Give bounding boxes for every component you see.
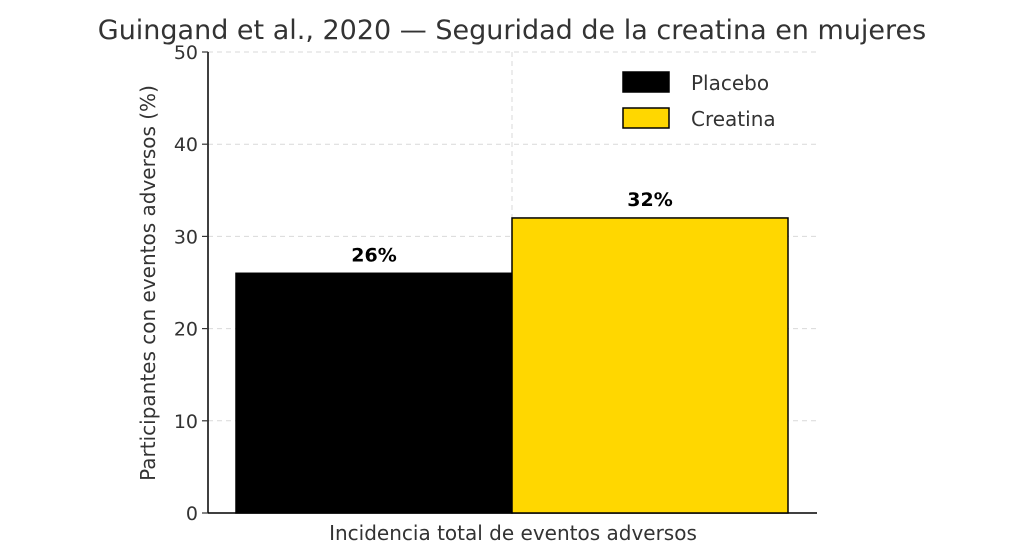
legend-swatch-creatina [622, 107, 670, 129]
y-tick-label: 40 [174, 134, 198, 156]
bar-creatina [511, 217, 789, 514]
data-label-creatina: 32% [627, 189, 672, 211]
y-axis-label: Participantes con eventos adversos (%) [136, 85, 160, 481]
y-tick-label: 10 [174, 411, 198, 433]
bar-placebo [235, 272, 513, 514]
legend-label-creatina: Creatina [691, 107, 776, 131]
y-tick-label: 20 [174, 319, 198, 341]
y-tick-label: 50 [174, 42, 198, 64]
data-label-placebo: 26% [351, 244, 396, 266]
y-tick-label: 0 [186, 503, 198, 525]
legend: Placebo Creatina [622, 71, 776, 131]
x-axis-label: Incidencia total de eventos adversos [329, 521, 697, 545]
chart-title: Guingand et al., 2020 — Seguridad de la … [98, 15, 926, 46]
y-tick-label: 30 [174, 226, 198, 248]
legend-swatch-placebo [622, 71, 670, 93]
bars: 26% 32% [235, 189, 789, 514]
legend-label-placebo: Placebo [691, 71, 769, 95]
y-axis-ticks: 0 10 20 30 40 50 [174, 42, 208, 525]
